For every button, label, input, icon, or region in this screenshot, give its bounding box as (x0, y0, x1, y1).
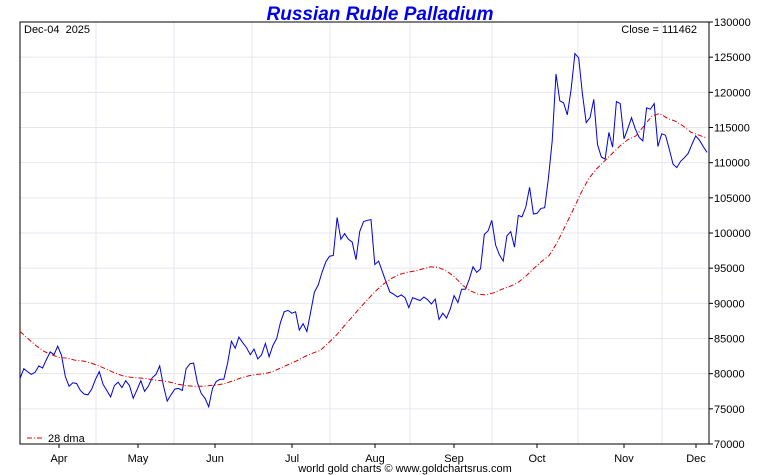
x-tick-label: Oct (528, 453, 545, 465)
y-tick-label: 100000 (714, 228, 751, 240)
legend: 28 dma (27, 433, 86, 445)
y-tick-label: 130000 (714, 17, 751, 29)
x-tick-label: Jul (285, 453, 299, 465)
y-tick-label: 75000 (714, 404, 745, 416)
x-tick-label: May (128, 453, 149, 465)
y-tick-label: 70000 (714, 439, 745, 451)
y-tick-label: 105000 (714, 193, 751, 205)
x-tick-label: Apr (50, 453, 67, 465)
x-tick-label: Sep (444, 453, 464, 465)
ma-line (19, 112, 708, 387)
y-tick-label: 90000 (714, 298, 745, 310)
y-tick-label: 85000 (714, 334, 745, 346)
footer-credit: world gold charts © www.goldchartsrus.co… (297, 463, 512, 475)
y-axis: 70000 75000 80000 85000 90000 95000 100000 1050… (709, 17, 751, 451)
series (19, 52, 708, 409)
grid (20, 22, 709, 444)
y-tick-label: 95000 (714, 263, 745, 275)
x-tick-label: Jun (206, 453, 224, 465)
y-tick-label: 110000 (714, 158, 750, 170)
y-tick-label: 120000 (714, 87, 751, 99)
x-axis: Apr May Jun Jul Aug Sep Oct Nov Dec (50, 444, 706, 465)
legend-ma-label: 28 dma (48, 433, 86, 445)
close-label: Close = 111462 (621, 24, 697, 36)
y-tick-label: 115000 (714, 123, 750, 135)
x-tick-label: Aug (365, 453, 385, 465)
x-tick-label: Dec (686, 453, 706, 465)
price-line (19, 52, 708, 409)
x-tick-label: Nov (614, 453, 634, 465)
y-tick-label: 80000 (714, 369, 745, 381)
y-tick-label: 125000 (714, 52, 751, 64)
date-label: Dec-04 2025 (24, 24, 90, 36)
chart-title: Russian Ruble Palladium (267, 4, 494, 25)
